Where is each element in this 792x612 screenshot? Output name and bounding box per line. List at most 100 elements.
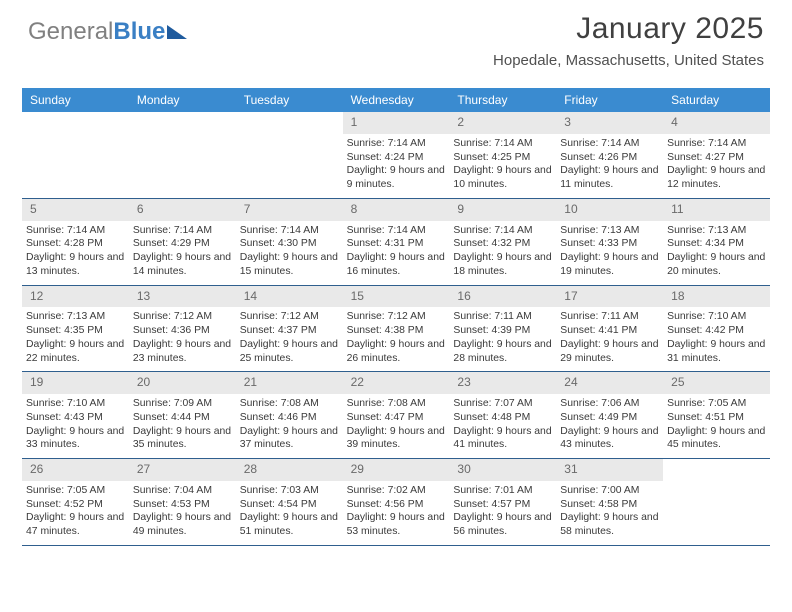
day-number: 11 — [663, 199, 770, 221]
calendar-cell: 16Sunrise: 7:11 AMSunset: 4:39 PMDayligh… — [449, 286, 556, 372]
sunrise-text: Sunrise: 7:12 AM — [347, 310, 446, 324]
sunset-text: Sunset: 4:44 PM — [133, 411, 232, 425]
sunrise-text: Sunrise: 7:01 AM — [453, 484, 552, 498]
calendar-cell — [236, 112, 343, 198]
sunrise-text: Sunrise: 7:03 AM — [240, 484, 339, 498]
calendar-cell — [22, 112, 129, 198]
daylight-text: Daylight: 9 hours and 43 minutes. — [560, 425, 659, 452]
daylight-text: Daylight: 9 hours and 41 minutes. — [453, 425, 552, 452]
calendar-cell: 4Sunrise: 7:14 AMSunset: 4:27 PMDaylight… — [663, 112, 770, 198]
daylight-text: Daylight: 9 hours and 53 minutes. — [347, 511, 446, 538]
weekday-mon: Monday — [129, 88, 236, 112]
daylight-text: Daylight: 9 hours and 16 minutes. — [347, 251, 446, 278]
calendar-cell: 17 Sunrise: 7:11 AMSunset: 4:41 PMDayligh… — [556, 286, 663, 372]
calendar: Sunday Monday Tuesday Wednesday Thursday… — [22, 88, 770, 546]
day-number: 17 — [556, 286, 663, 308]
day-info: Sunrise: 7:13 AMSunset: 4:33 PMDaylight:… — [556, 224, 663, 279]
sunset-text: Sunset: 4:31 PM — [347, 237, 446, 251]
daylight-text: Daylight: 9 hours and 31 minutes. — [667, 338, 766, 365]
day-info: Sunrise: 7:14 AMSunset: 4:27 PMDaylight:… — [663, 137, 770, 192]
sunset-text: Sunset: 4:29 PM — [133, 237, 232, 251]
calendar-cell: 1Sunrise: 7:14 AMSunset: 4:24 PMDaylight… — [343, 112, 450, 198]
daylight-text: Daylight: 9 hours and 9 minutes. — [347, 164, 446, 191]
calendar-week: 1Sunrise: 7:14 AMSunset: 4:24 PMDaylight… — [22, 112, 770, 199]
calendar-cell: 29 Sunrise: 7:02 AMSunset: 4:56 PMDayligh… — [343, 459, 450, 545]
weekday-header: Sunday Monday Tuesday Wednesday Thursday… — [22, 88, 770, 112]
sunrise-text: Sunrise: 7:06 AM — [560, 397, 659, 411]
calendar-cell: 11Sunrise: 7:13 AMSunset: 4:34 PMDayligh… — [663, 199, 770, 285]
sunrise-text: Sunrise: 7:14 AM — [347, 224, 446, 238]
calendar-cell: 28Sunrise: 7:03 AMSunset: 4:54 PMDayligh… — [236, 459, 343, 545]
day-number: 6 — [129, 199, 236, 221]
sunset-text: Sunset: 4:38 PM — [347, 324, 446, 338]
sunrise-text: Sunrise: 7:11 AM — [560, 310, 659, 324]
day-number: 15 — [343, 286, 450, 308]
daylight-text: Daylight: 9 hours and 47 minutes. — [26, 511, 125, 538]
calendar-cell: 15 Sunrise: 7:12 AMSunset: 4:38 PMDayligh… — [343, 286, 450, 372]
sunrise-text: Sunrise: 7:12 AM — [240, 310, 339, 324]
day-number: 23 — [449, 372, 556, 394]
sunrise-text: Sunrise: 7:08 AM — [240, 397, 339, 411]
calendar-cell: 8 Sunrise: 7:14 AMSunset: 4:31 PMDaylight… — [343, 199, 450, 285]
calendar-cell: 12Sunrise: 7:13 AMSunset: 4:35 PMDayligh… — [22, 286, 129, 372]
sunset-text: Sunset: 4:25 PM — [453, 151, 552, 165]
day-number: 9 — [449, 199, 556, 221]
calendar-cell: 13Sunrise: 7:12 AMSunset: 4:36 PMDayligh… — [129, 286, 236, 372]
day-number: 13 — [129, 286, 236, 308]
day-info: Sunrise: 7:14 AMSunset: 4:31 PMDaylight:… — [343, 224, 450, 279]
calendar-cell: 30Sunrise: 7:01 AMSunset: 4:57 PMDayligh… — [449, 459, 556, 545]
daylight-text: Daylight: 9 hours and 33 minutes. — [26, 425, 125, 452]
day-info: Sunrise: 7:14 AMSunset: 4:29 PMDaylight:… — [129, 224, 236, 279]
day-number: 2 — [449, 112, 556, 134]
calendar-cell: 3Sunrise: 7:14 AMSunset: 4:26 PMDaylight… — [556, 112, 663, 198]
daylight-text: Daylight: 9 hours and 45 minutes. — [667, 425, 766, 452]
sunset-text: Sunset: 4:47 PM — [347, 411, 446, 425]
day-number: 30 — [449, 459, 556, 481]
calendar-cell: 27Sunrise: 7:04 AMSunset: 4:53 PMDayligh… — [129, 459, 236, 545]
sunset-text: Sunset: 4:46 PM — [240, 411, 339, 425]
day-info: Sunrise: 7:03 AMSunset: 4:54 PMDaylight:… — [236, 484, 343, 539]
day-number — [236, 112, 343, 134]
day-info: Sunrise: 7:14 AMSunset: 4:25 PMDaylight:… — [449, 137, 556, 192]
sunrise-text: Sunrise: 7:14 AM — [240, 224, 339, 238]
sunrise-text: Sunrise: 7:14 AM — [560, 137, 659, 151]
sunset-text: Sunset: 4:41 PM — [560, 324, 659, 338]
day-number: 8 — [343, 199, 450, 221]
day-number: 12 — [22, 286, 129, 308]
calendar-cell: 2 Sunrise: 7:14 AMSunset: 4:25 PMDaylight… — [449, 112, 556, 198]
daylight-text: Daylight: 9 hours and 49 minutes. — [133, 511, 232, 538]
daylight-text: Daylight: 9 hours and 28 minutes. — [453, 338, 552, 365]
day-info: Sunrise: 7:08 AMSunset: 4:47 PMDaylight:… — [343, 397, 450, 452]
sunset-text: Sunset: 4:34 PM — [667, 237, 766, 251]
day-info: Sunrise: 7:14 AMSunset: 4:30 PMDaylight:… — [236, 224, 343, 279]
daylight-text: Daylight: 9 hours and 11 minutes. — [560, 164, 659, 191]
day-number: 7 — [236, 199, 343, 221]
sunset-text: Sunset: 4:32 PM — [453, 237, 552, 251]
sunrise-text: Sunrise: 7:14 AM — [347, 137, 446, 151]
day-info: Sunrise: 7:05 AMSunset: 4:52 PMDaylight:… — [22, 484, 129, 539]
sunrise-text: Sunrise: 7:09 AM — [133, 397, 232, 411]
day-number: 5 — [22, 199, 129, 221]
sunset-text: Sunset: 4:54 PM — [240, 498, 339, 512]
day-info: Sunrise: 7:08 AMSunset: 4:46 PMDaylight:… — [236, 397, 343, 452]
daylight-text: Daylight: 9 hours and 35 minutes. — [133, 425, 232, 452]
sunrise-text: Sunrise: 7:08 AM — [347, 397, 446, 411]
sunrise-text: Sunrise: 7:14 AM — [453, 137, 552, 151]
calendar-cell: 10Sunrise: 7:13 AMSunset: 4:33 PMDayligh… — [556, 199, 663, 285]
day-info: Sunrise: 7:04 AMSunset: 4:53 PMDaylight:… — [129, 484, 236, 539]
sunset-text: Sunset: 4:53 PM — [133, 498, 232, 512]
sunrise-text: Sunrise: 7:14 AM — [26, 224, 125, 238]
day-number: 1 — [343, 112, 450, 134]
daylight-text: Daylight: 9 hours and 26 minutes. — [347, 338, 446, 365]
sunrise-text: Sunrise: 7:10 AM — [26, 397, 125, 411]
sunrise-text: Sunrise: 7:13 AM — [667, 224, 766, 238]
daylight-text: Daylight: 9 hours and 13 minutes. — [26, 251, 125, 278]
day-info: Sunrise: 7:14 AMSunset: 4:26 PMDaylight:… — [556, 137, 663, 192]
daylight-text: Daylight: 9 hours and 29 minutes. — [560, 338, 659, 365]
calendar-cell: 21Sunrise: 7:08 AMSunset: 4:46 PMDayligh… — [236, 372, 343, 458]
day-number: 29 — [343, 459, 450, 481]
day-info: Sunrise: 7:02 AMSunset: 4:56 PMDaylight:… — [343, 484, 450, 539]
sunrise-text: Sunrise: 7:14 AM — [453, 224, 552, 238]
calendar-cell: 6 Sunrise: 7:14 AMSunset: 4:29 PMDaylight… — [129, 199, 236, 285]
calendar-cell: 14Sunrise: 7:12 AMSunset: 4:37 PMDayligh… — [236, 286, 343, 372]
